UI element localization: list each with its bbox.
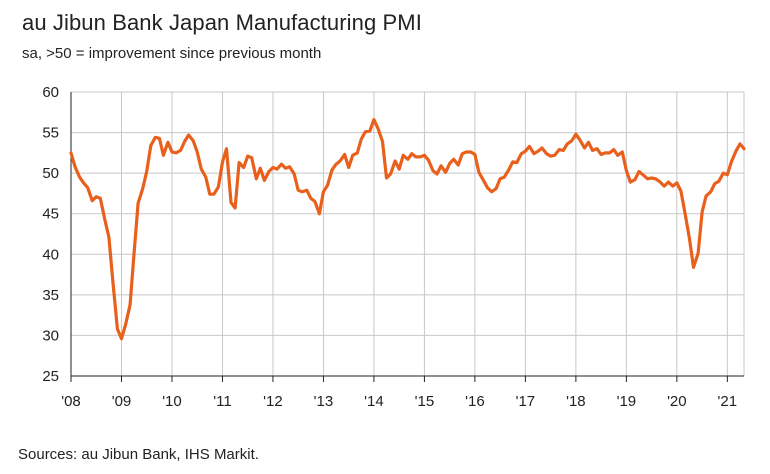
y-tick-label: 45 [42,206,59,223]
y-tick-label: 55 [42,125,59,142]
x-tick-label: '11 [213,393,231,410]
series-line-pmi [69,118,746,341]
chart-title: au Jibun Bank Japan Manufacturing PMI [22,10,422,35]
y-tick-label: 35 [42,287,59,304]
axes [70,92,744,382]
x-tick-label: '08 [61,393,81,410]
x-tick-label: '21 [718,393,738,410]
x-tick-label: '19 [617,393,637,410]
x-tick-label: '17 [516,393,536,410]
grid-lines [71,91,745,376]
y-tick-label: 30 [42,327,59,344]
x-tick-label: '10 [162,393,182,410]
y-tick-label: 60 [42,84,59,101]
x-tick-label: '09 [112,393,132,410]
y-tick-label: 40 [42,246,59,263]
y-tick-label: 25 [42,368,59,385]
x-tick-label: '14 [364,393,384,410]
chart-subtitle: sa, >50 = improvement since previous mon… [22,45,322,62]
tick-labels: 25 30 35 40 45 50 55 60 '08 '09 '10 '11 '12 '13 '14 '15… [42,84,737,410]
x-tick-label: '15 [415,393,435,410]
y-tick-label: 50 [42,165,59,182]
x-tick-label: '20 [667,393,687,410]
x-tick-label: '18 [566,393,586,410]
x-tick-label: '13 [314,393,334,410]
x-tick-label: '12 [263,393,283,410]
x-tick-label: '16 [465,393,485,410]
chart-source: Sources: au Jibun Bank, IHS Markit. [18,446,259,463]
series-layer [69,118,746,341]
